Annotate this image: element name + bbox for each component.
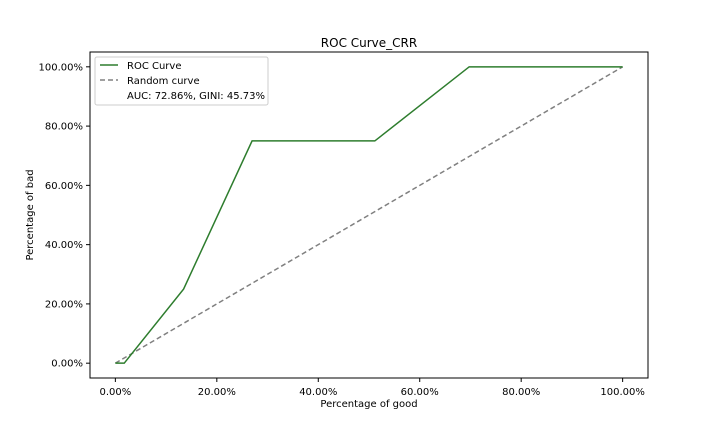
legend: ROC Curve Random curve AUC: 72.86%, GINI…: [94, 56, 269, 106]
x-axis-ticks: 0.00% 20.00% 40.00% 60.00% 80.00% 100.00%: [99, 378, 645, 398]
legend-auc-gini: AUC: 72.86%, GINI: 45.73%: [127, 91, 265, 102]
y-tick-label: 20.00%: [45, 299, 83, 310]
random-curve-line: [114, 66, 624, 364]
y-tick-label: 40.00%: [45, 240, 83, 251]
y-tick-label: 100.00%: [39, 62, 84, 73]
legend-label-random: Random curve: [127, 76, 200, 87]
x-axis-label: Percentage of good: [320, 399, 417, 410]
y-axis-ticks: 0.00% 20.00% 40.00% 60.00% 80.00% 100.00%: [39, 62, 90, 370]
y-tick-label: 60.00%: [45, 181, 83, 192]
y-tick-label: 80.00%: [45, 122, 83, 133]
legend-box: [94, 56, 269, 106]
x-tick-label: 100.00%: [600, 387, 645, 398]
x-tick-label: 40.00%: [299, 387, 337, 398]
legend-label-roc: ROC Curve: [127, 61, 181, 72]
series-layer: [114, 66, 624, 364]
x-tick-label: 0.00%: [99, 387, 131, 398]
roc-curve-line: [115, 66, 623, 364]
y-axis-label: Percentage of bad: [25, 169, 36, 260]
x-tick-label: 20.00%: [198, 387, 236, 398]
x-tick-label: 80.00%: [502, 387, 540, 398]
x-tick-label: 60.00%: [401, 387, 439, 398]
y-tick-label: 0.00%: [51, 359, 83, 370]
plot-frame: [89, 51, 649, 379]
chart-title: ROC Curve_CRR: [321, 36, 417, 50]
